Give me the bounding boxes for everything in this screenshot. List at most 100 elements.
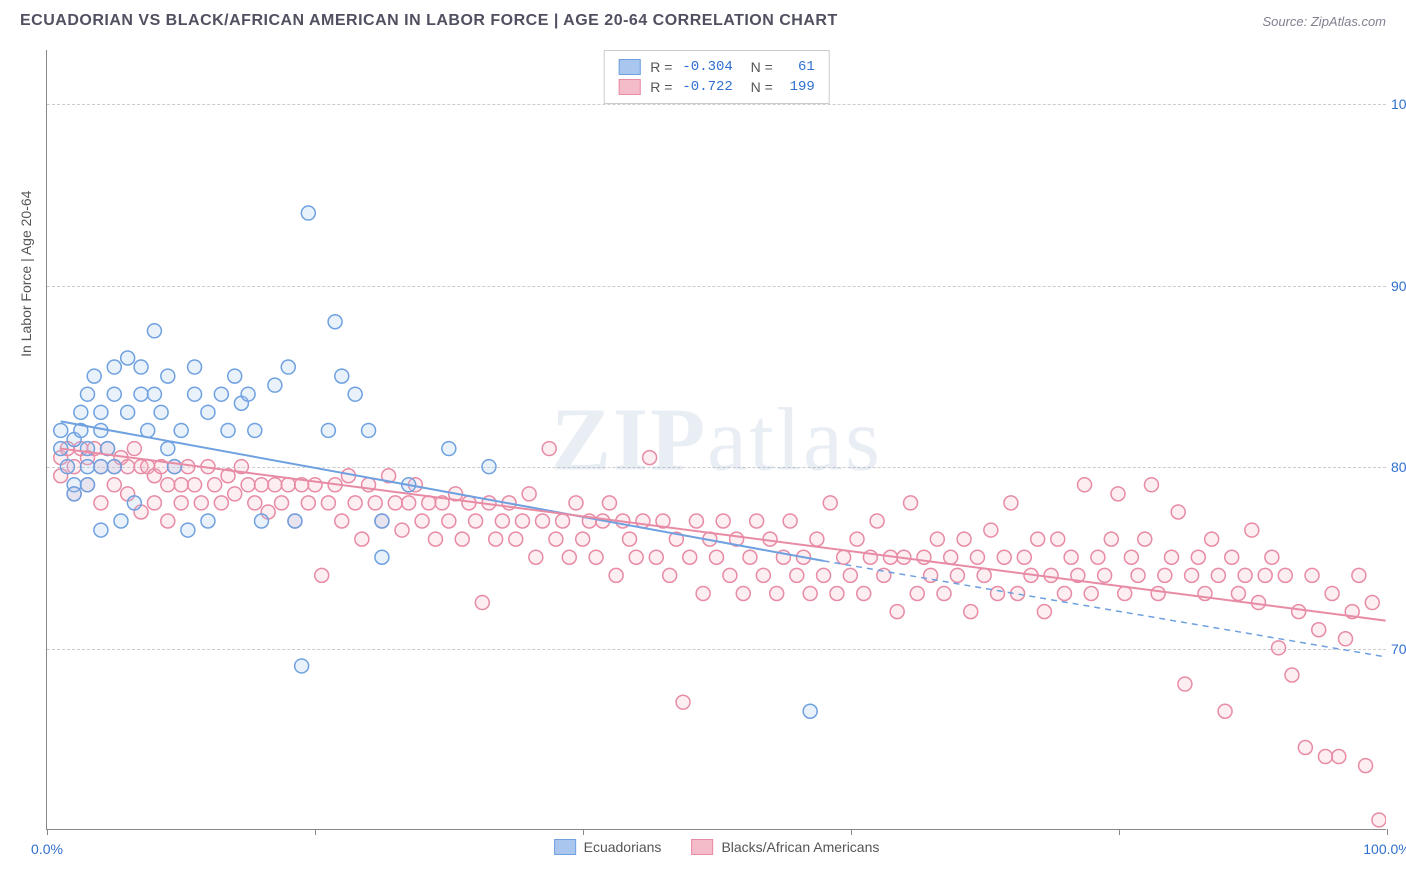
scatter-point [201,405,215,419]
legend-row-1: R = -0.304 N = 61 [618,57,815,77]
scatter-point [890,605,904,619]
scatter-point [1078,478,1092,492]
scatter-point [957,532,971,546]
legend-bottom-item-1: Ecuadorians [554,839,662,855]
scatter-point [121,351,135,365]
scatter-point [241,478,255,492]
scatter-point [1205,532,1219,546]
scatter-point [1158,568,1172,582]
scatter-point [94,460,108,474]
scatter-point [964,605,978,619]
x-tick-label: 100.0% [1363,841,1406,857]
scatter-point [562,550,576,564]
scatter-point [643,451,657,465]
scatter-point [134,360,148,374]
scatter-point [1064,550,1078,564]
chart-plot-area: ZIPatlas R = -0.304 N = 61 R = -0.722 N … [46,50,1386,830]
scatter-point [1238,568,1252,582]
scatter-point [629,550,643,564]
scatter-point [937,586,951,600]
x-tick [1119,829,1120,835]
scatter-point [228,369,242,383]
scatter-point [107,387,121,401]
scatter-point [623,532,637,546]
scatter-point [214,387,228,401]
legend-bottom-swatch-2 [691,839,713,855]
x-tick [315,829,316,835]
scatter-point [295,659,309,673]
scatter-point [1272,641,1286,655]
scatter-point [984,523,998,537]
scatter-point [201,514,215,528]
legend-bottom-label-1: Ecuadorians [584,839,662,855]
scatter-point [1138,532,1152,546]
legend-r-label-2: R = [650,79,672,95]
scatter-point [910,586,924,600]
scatter-point [676,695,690,709]
scatter-point [74,405,88,419]
scatter-point [1352,568,1366,582]
scatter-point [716,514,730,528]
legend-n-value-2: 199 [783,79,815,95]
y-tick-label: 80.0% [1391,459,1406,475]
scatter-point [542,442,556,456]
scatter-point [127,442,141,456]
scatter-point [121,405,135,419]
scatter-point [348,496,362,510]
scatter-point [1211,568,1225,582]
scatter-point [589,550,603,564]
scatter-point [94,523,108,537]
scatter-point [301,496,315,510]
legend-r-value-1: -0.304 [682,59,732,75]
scatter-point [315,568,329,582]
scatter-point [362,423,376,437]
scatter-point [810,532,824,546]
scatter-point [977,568,991,582]
legend-bottom-item-2: Blacks/African Americans [691,839,879,855]
scatter-point [790,568,804,582]
scatter-point [736,586,750,600]
scatter-point [94,496,108,510]
scatter-point [161,514,175,528]
scatter-point [348,387,362,401]
scatter-point [489,532,503,546]
scatter-point [442,442,456,456]
scatter-point [710,550,724,564]
x-tick [851,829,852,835]
legend-bottom-label-2: Blacks/African Americans [721,839,879,855]
scatter-point [248,496,262,510]
scatter-point [94,405,108,419]
scatter-point [1292,605,1306,619]
scatter-point [174,478,188,492]
scatter-point [991,586,1005,600]
scatter-point [683,550,697,564]
scatter-point [823,496,837,510]
scatter-point [1231,586,1245,600]
scatter-point [355,532,369,546]
scatter-point [174,423,188,437]
scatter-point [944,550,958,564]
scatter-point [803,586,817,600]
scatter-point [161,442,175,456]
scatter-point [1325,586,1339,600]
scatter-point [288,514,302,528]
scatter-point [803,704,817,718]
scatter-point [1051,532,1065,546]
scatter-point [321,496,335,510]
scatter-point [54,423,68,437]
scatter-point [522,487,536,501]
scatter-point [830,586,844,600]
scatter-point [1057,586,1071,600]
scatter-point [997,550,1011,564]
scatter-plot-svg [47,50,1386,829]
scatter-point [208,478,222,492]
scatter-point [335,369,349,383]
x-tick [47,829,48,835]
scatter-point [837,550,851,564]
scatter-point [214,496,228,510]
scatter-point [750,514,764,528]
chart-source: Source: ZipAtlas.com [1262,14,1386,29]
scatter-point [60,460,74,474]
scatter-point [375,514,389,528]
scatter-point [254,478,268,492]
